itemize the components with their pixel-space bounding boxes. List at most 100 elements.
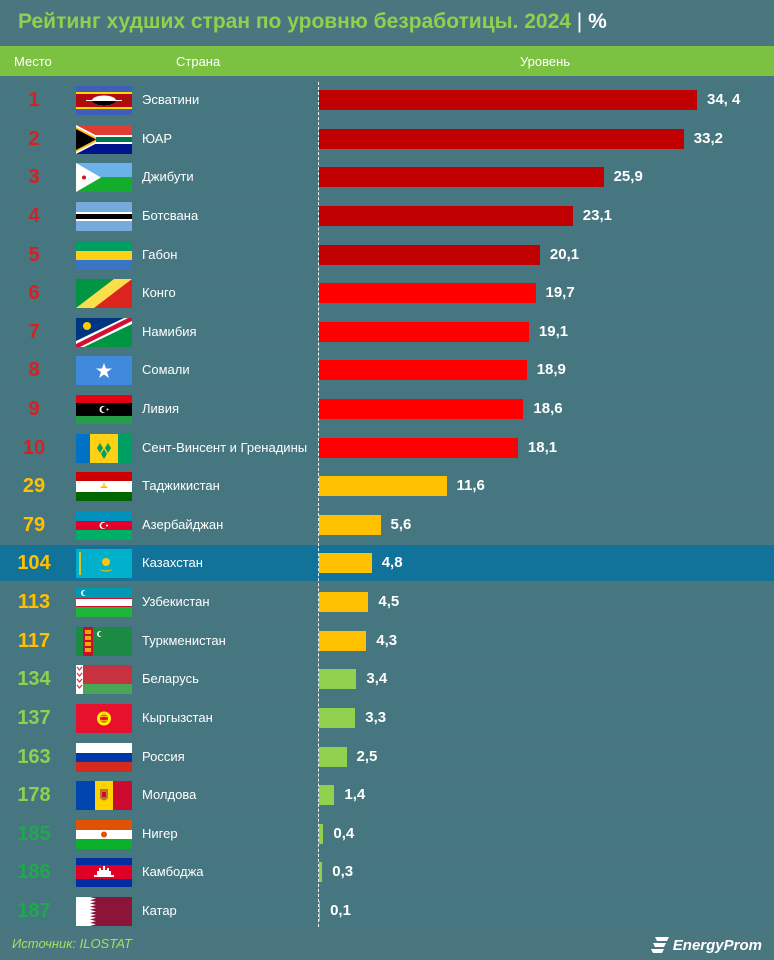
value-label: 33,2	[693, 129, 723, 147]
table-row: 137 Кыргызстан 3,3	[0, 699, 774, 736]
country-name: Намибия	[142, 323, 197, 339]
header-level: Уровень	[520, 54, 571, 69]
rank-number: 113	[17, 591, 51, 614]
value-label: 19,7	[545, 284, 575, 302]
bar	[319, 823, 324, 844]
rank-number: 2	[28, 127, 40, 150]
value-label: 18,9	[536, 361, 566, 379]
value-label: 0,3	[332, 863, 354, 881]
table-row: 4 Ботсвана 23,1	[0, 197, 774, 234]
bar	[319, 707, 356, 728]
azerbaijan-flag-icon	[76, 510, 132, 540]
value-label: 19,1	[538, 322, 569, 340]
rank-number: 137	[17, 706, 51, 729]
chart-title-text: Рейтинг худших стран по уровню безработи…	[18, 10, 571, 33]
value-label: 3,3	[365, 708, 387, 726]
rank-number: 79	[22, 513, 46, 536]
table-row: 163 Россия 2,5	[0, 738, 774, 775]
energyprom-logo-icon	[650, 937, 669, 953]
country-name: Ботсвана	[142, 207, 199, 223]
country-name: Узбекистан	[142, 594, 210, 610]
kazakhstan-flag-icon	[76, 549, 132, 579]
rank-number: 1	[28, 89, 40, 111]
country-name: Азербайджан	[142, 516, 224, 532]
tajikistan-flag-icon	[76, 472, 132, 502]
value-label: 0,1	[330, 902, 351, 919]
country-name: Казахстан	[142, 555, 203, 571]
uzbekistan-flag-icon	[76, 588, 132, 618]
table-row: 1 Эсватини 34, 4	[0, 82, 774, 118]
logo-text: EnergyProm	[672, 936, 762, 954]
russia-flag-icon	[76, 742, 132, 772]
table-row: 3 Джибути 25,9	[0, 159, 774, 196]
table-row: 5 Габон 20,1	[0, 236, 774, 273]
table-row: 10 Сент-Винсент и Гренадины 18,1	[0, 429, 774, 466]
country-name: Габон	[142, 246, 178, 262]
country-name: Сент-Винсент и Гренадины	[142, 439, 308, 455]
rank-number: 117	[17, 629, 51, 652]
table-row: 6 Конго 19,7	[0, 275, 774, 312]
bar	[319, 476, 447, 497]
gabon-flag-icon	[76, 240, 132, 270]
country-name: Беларусь	[142, 671, 199, 687]
bar	[319, 205, 573, 226]
bar	[319, 746, 347, 767]
country-name: Джибути	[142, 169, 194, 185]
value-label: 25,9	[613, 168, 643, 186]
table-header: Место Страна Уровень	[0, 46, 774, 76]
table-row: 8 Сомали 18,9	[0, 352, 774, 389]
somalia-flag-icon	[76, 356, 132, 386]
table-row: 178 Молдова 1,4	[0, 777, 774, 814]
value-label: 11,6	[456, 477, 485, 495]
djibouti-flag-icon	[76, 163, 132, 193]
bar	[319, 321, 529, 342]
bar	[319, 630, 367, 651]
value-label: 0,4	[333, 824, 355, 842]
country-name: Россия	[142, 748, 185, 764]
table-row: 186 Камбоджа 0,3	[0, 854, 774, 891]
rank-number: 3	[28, 166, 40, 189]
cambodia-flag-icon	[76, 858, 132, 888]
table-row: 134 Беларусь 3,4	[0, 661, 774, 698]
rank-number: 9	[28, 398, 40, 420]
rank-number: 185	[17, 822, 51, 845]
rank-number: 6	[28, 282, 40, 305]
chart-title: Рейтинг худших стран по уровню безработи…	[18, 10, 607, 38]
value-label: 23,1	[582, 206, 612, 224]
title-unit: %	[588, 10, 607, 33]
country-name: Таджикистан	[142, 478, 220, 494]
country-name: Камбоджа	[142, 864, 204, 880]
table-row: 9 Ливия 18,6	[0, 391, 774, 427]
turkmenistan-flag-icon	[76, 626, 132, 656]
bar	[319, 90, 697, 110]
rank-number: 104	[17, 552, 51, 575]
rank-number: 7	[28, 320, 40, 343]
bar	[319, 437, 518, 458]
congo-flag-icon	[76, 279, 132, 309]
country-name: Конго	[142, 285, 176, 301]
value-label: 20,1	[549, 245, 580, 263]
country-name: Катар	[142, 903, 177, 918]
energyprom-logo: EnergyProm	[650, 934, 762, 956]
table-row: 117 Туркменистан 4,3	[0, 622, 774, 659]
rank-number: 4	[28, 204, 40, 227]
bar	[319, 244, 540, 265]
bar	[319, 514, 381, 535]
country-name: Молдова	[142, 787, 197, 803]
rank-number: 5	[28, 243, 40, 266]
value-label: 18,6	[533, 400, 563, 417]
country-name: Эсватини	[142, 92, 200, 107]
source-note: Источник: ILOSTAT	[12, 936, 132, 951]
country-name: Туркменистан	[142, 632, 226, 648]
saint-vincent-flag-icon	[76, 433, 132, 463]
country-name: Кыргызстан	[142, 709, 213, 725]
rank-number: 163	[17, 745, 51, 768]
bar	[319, 399, 524, 419]
bar	[319, 128, 684, 149]
title-separator: |	[576, 10, 583, 33]
bar	[319, 360, 527, 381]
table-row: 113 Узбекистан 4,5	[0, 584, 774, 621]
table-row: 7 Намибия 19,1	[0, 313, 774, 350]
belarus-flag-icon	[76, 665, 132, 695]
zero-axis-line	[318, 82, 319, 927]
